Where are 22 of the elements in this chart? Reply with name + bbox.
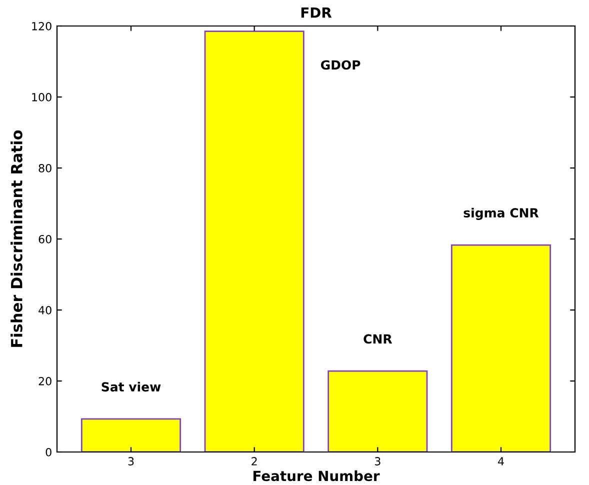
chart-title: FDR [301, 8, 332, 18]
bar [328, 370, 428, 452]
y-tick-label: 120 [32, 22, 52, 30]
annotation: CNR [364, 334, 392, 344]
y-tick-label: 80 [38, 164, 52, 172]
y-tick-label: 0 [46, 448, 52, 456]
bar [204, 30, 304, 452]
y-tick-label: 20 [38, 376, 52, 386]
x-axis-title: Feature Number [254, 470, 380, 482]
bar [450, 244, 552, 452]
y-tick-label: 60 [38, 234, 52, 244]
y-tick-label: 40 [38, 306, 52, 314]
annotation: sigma CNR [464, 208, 539, 220]
x-tick-label: 4 [498, 457, 504, 466]
y-axis-title: Fisher Discriminant Ratio [10, 130, 22, 347]
x-tick-label: 3 [374, 457, 380, 466]
y-tick-label: 100 [32, 92, 52, 102]
annotation: GDOP [320, 60, 360, 70]
x-tick-label: 2 [252, 457, 257, 466]
bar [80, 418, 182, 452]
annotation: Sat view [102, 382, 161, 392]
x-tick-label: 3 [128, 457, 134, 466]
